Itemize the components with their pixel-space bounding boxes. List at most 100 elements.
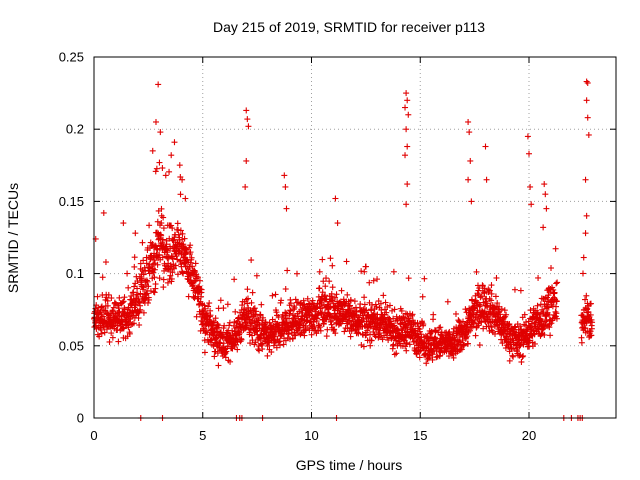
data-points xyxy=(91,78,596,421)
data-point xyxy=(462,306,469,313)
data-point xyxy=(212,315,219,322)
data-point xyxy=(273,309,280,316)
data-point xyxy=(284,267,291,274)
data-point xyxy=(127,315,134,322)
data-point xyxy=(120,325,127,332)
data-point xyxy=(226,319,233,326)
data-point xyxy=(187,242,194,249)
data-point xyxy=(391,351,398,358)
data-point xyxy=(169,225,176,232)
data-point xyxy=(166,168,173,175)
data-point xyxy=(527,183,534,190)
data-point xyxy=(157,231,164,238)
data-point xyxy=(579,270,586,277)
data-point xyxy=(377,300,384,307)
data-point xyxy=(272,291,279,298)
data-point xyxy=(355,330,362,337)
data-point xyxy=(585,131,592,138)
data-point xyxy=(145,296,152,303)
data-point xyxy=(280,341,287,348)
data-point xyxy=(403,201,410,208)
data-point xyxy=(132,302,139,309)
data-point xyxy=(187,259,194,266)
data-point xyxy=(244,116,251,123)
data-point xyxy=(160,276,167,283)
data-point xyxy=(368,337,375,344)
data-point xyxy=(421,275,428,282)
data-point xyxy=(379,336,386,343)
data-point xyxy=(322,283,329,290)
data-point xyxy=(259,346,266,353)
data-point xyxy=(287,300,294,307)
data-point xyxy=(258,301,265,308)
data-point xyxy=(327,318,334,325)
data-point xyxy=(380,292,387,299)
data-point xyxy=(404,143,411,150)
data-point xyxy=(554,279,561,286)
data-point xyxy=(220,305,227,312)
data-point xyxy=(282,183,289,190)
data-point xyxy=(326,278,333,285)
data-point xyxy=(483,176,490,183)
data-point xyxy=(187,249,194,256)
data-point xyxy=(437,324,444,331)
data-point xyxy=(241,305,248,312)
data-point xyxy=(465,118,472,125)
data-point xyxy=(347,302,354,309)
data-point xyxy=(366,279,373,286)
y-tick-label: 0.15 xyxy=(59,194,84,209)
data-point xyxy=(179,269,186,276)
data-point xyxy=(390,341,397,348)
data-point xyxy=(583,292,590,299)
data-point xyxy=(351,298,358,305)
data-point xyxy=(420,321,427,328)
data-point xyxy=(150,288,157,295)
data-point xyxy=(493,274,500,281)
data-point xyxy=(348,327,355,334)
data-point xyxy=(511,286,518,293)
data-point xyxy=(409,311,416,318)
data-point xyxy=(309,297,316,304)
data-point xyxy=(105,291,112,298)
data-point xyxy=(222,354,229,361)
data-point xyxy=(430,311,437,318)
data-point xyxy=(583,212,590,219)
data-point xyxy=(543,205,550,212)
data-point xyxy=(236,330,243,337)
data-point xyxy=(256,347,263,354)
data-point xyxy=(542,191,549,198)
data-point xyxy=(429,351,436,358)
x-tick-label: 15 xyxy=(413,428,427,443)
data-point xyxy=(344,291,351,298)
data-point xyxy=(134,291,141,298)
y-tick-label: 0.25 xyxy=(59,50,84,65)
data-point xyxy=(181,235,188,242)
data-point xyxy=(328,321,335,328)
data-point xyxy=(528,201,535,208)
data-point xyxy=(452,310,459,317)
data-point xyxy=(196,277,203,284)
data-point xyxy=(216,339,223,346)
data-point xyxy=(131,263,138,270)
data-point xyxy=(139,283,146,290)
data-point xyxy=(334,220,341,227)
data-point xyxy=(402,104,409,111)
data-point xyxy=(219,334,226,341)
data-point xyxy=(329,295,336,302)
data-point xyxy=(182,195,189,202)
data-point xyxy=(377,324,384,331)
data-point xyxy=(124,270,131,277)
data-point xyxy=(186,263,193,270)
data-point xyxy=(155,81,162,88)
data-point xyxy=(198,286,205,293)
tick-labels: 0 0.05 0.1 0.15 0.2 0.25 0 5 10 15 20 xyxy=(59,50,537,444)
data-point xyxy=(156,159,163,166)
data-point xyxy=(99,313,106,320)
data-point xyxy=(404,97,411,104)
data-point xyxy=(541,181,548,188)
data-point xyxy=(130,320,137,327)
data-point xyxy=(144,299,151,306)
data-point xyxy=(144,278,151,285)
data-point xyxy=(119,299,126,306)
data-point xyxy=(436,352,443,359)
